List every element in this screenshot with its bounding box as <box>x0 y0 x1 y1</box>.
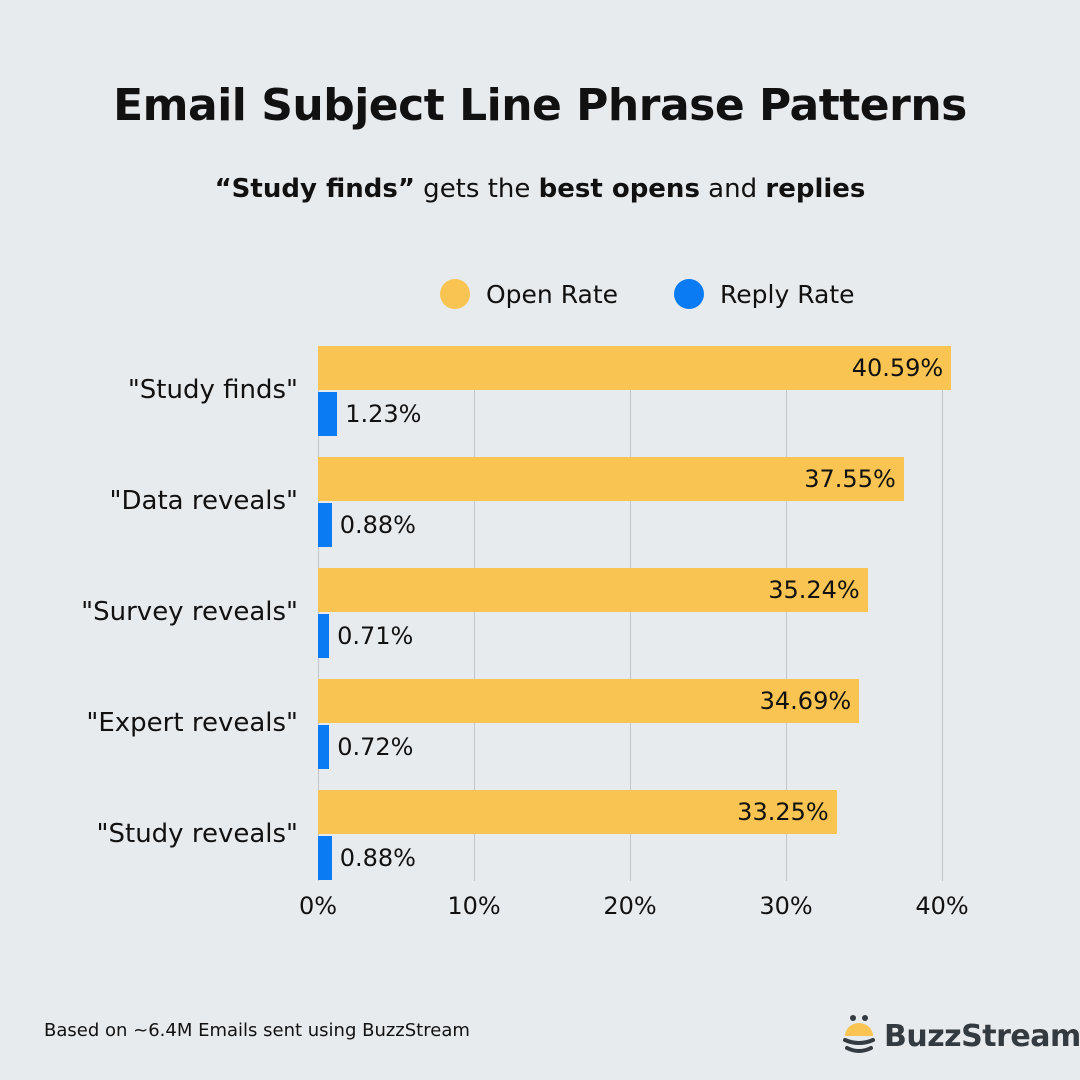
category-label: "Data reveals" <box>109 486 298 516</box>
brand-name: BuzzStream <box>884 1018 1080 1054</box>
category-label: "Study reveals" <box>96 819 298 849</box>
reply-rate-value: 0.71% <box>337 622 414 650</box>
bar-group: 35.24% 0.71% <box>318 568 978 658</box>
reply-rate-bar <box>318 725 330 769</box>
category-label: "Expert reveals" <box>86 708 298 738</box>
legend-item-reply-rate: Reply Rate <box>674 279 855 309</box>
open-rate-bar: 33.25% <box>318 790 837 834</box>
x-tick-label: 10% <box>447 892 501 920</box>
x-tick-label: 30% <box>759 892 813 920</box>
open-rate-value: 40.59% <box>851 354 944 382</box>
bar-group: 34.69% 0.72% <box>318 679 978 769</box>
open-rate-bar: 34.69% <box>318 679 860 723</box>
chart-subtitle: “Study finds” gets the best opens and re… <box>0 174 1080 204</box>
legend-dot-icon <box>440 279 470 309</box>
gridline <box>786 346 787 881</box>
x-tick-label: 0% <box>298 892 338 920</box>
x-tick-label: 40% <box>915 892 969 920</box>
reply-rate-bar <box>318 503 332 547</box>
legend-dot-icon <box>674 279 705 309</box>
gridline <box>474 346 475 881</box>
subtitle-part: replies <box>765 174 866 204</box>
legend-label: Open Rate <box>486 279 619 309</box>
chart-title: Email Subject Line Phrase Patterns <box>113 80 967 131</box>
open-rate-bar: 35.24% <box>318 568 868 612</box>
legend-label: Reply Rate <box>720 279 855 309</box>
legend-item-open-rate: Open Rate <box>440 279 618 309</box>
open-rate-bar: 37.55% <box>318 457 904 501</box>
x-tick-label: 20% <box>603 892 657 920</box>
legend: Open Rate Reply Rate <box>440 274 911 314</box>
bar-group: 33.25% 0.88% <box>318 790 978 880</box>
subtitle-part: gets the <box>414 174 539 204</box>
plot-area: 40.59% 1.23% 37.55% 0.88% 35.24% 0.71% 34.69% 0… <box>318 346 978 881</box>
footnote: Based on ~6.4M Emails sent using BuzzStr… <box>44 1020 470 1041</box>
bar-group: 40.59% 1.23% <box>318 346 978 436</box>
reply-rate-bar <box>318 614 330 658</box>
open-rate-value: 37.55% <box>804 465 896 493</box>
gridline <box>942 346 943 881</box>
reply-rate-value: 0.88% <box>339 511 416 539</box>
reply-rate-value: 0.72% <box>337 733 414 761</box>
reply-rate-value: 0.88% <box>339 844 416 872</box>
category-label: "Survey reveals" <box>81 597 298 627</box>
bee-logo-icon <box>843 1015 875 1053</box>
reply-rate-bar <box>318 836 332 880</box>
subtitle-part: “Study finds” <box>214 174 415 204</box>
gridline <box>630 346 631 881</box>
y-axis-line <box>318 346 319 881</box>
brand-logo: BuzzStream <box>842 1014 1080 1058</box>
subtitle-part: best opens <box>538 174 700 204</box>
reply-rate-bar <box>318 392 338 436</box>
reply-rate-value: 1.23% <box>345 400 422 428</box>
subtitle-part: and <box>699 174 766 204</box>
open-rate-value: 33.25% <box>737 798 829 826</box>
bar-group: 37.55% 0.88% <box>318 457 978 547</box>
open-rate-value: 34.69% <box>759 687 852 715</box>
category-label: "Study finds" <box>127 375 298 405</box>
open-rate-bar: 40.59% <box>318 346 952 390</box>
open-rate-value: 35.24% <box>768 576 860 604</box>
